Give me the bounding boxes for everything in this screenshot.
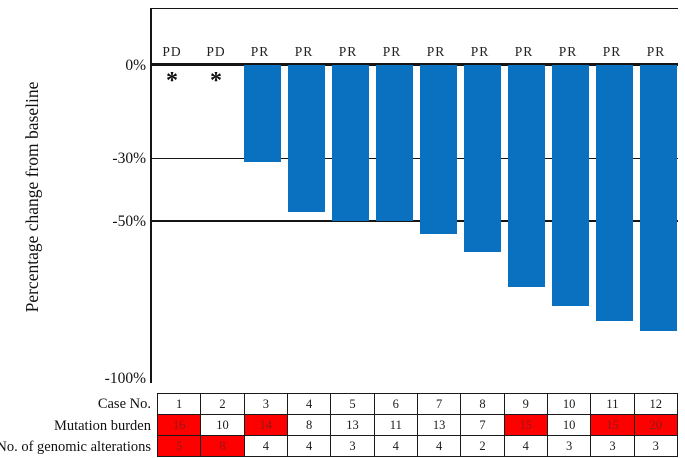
data-table: 1 2 3 4 5 6 7 8 9 10 11 12 16 10 14 8 13 11 13 7 15 10 15 20 5 8 4… (156, 393, 679, 457)
table-cell: 2 (200, 393, 245, 415)
bar-case-5 (331, 65, 369, 221)
not-evaluable-marker-case-1: * (166, 68, 178, 94)
table-cell: 12 (633, 393, 679, 415)
bar-case-12 (639, 65, 677, 331)
response-label-case-2: PD (206, 44, 226, 59)
table-cell: 13 (416, 414, 462, 436)
table-cell: 20 (633, 414, 679, 436)
table-cell: 15 (503, 414, 548, 436)
plot-area (150, 8, 678, 383)
bar-case-3 (243, 65, 281, 162)
gridline--50pct (152, 220, 678, 222)
table-cell: 4 (373, 435, 418, 457)
table-cell: 4 (416, 435, 462, 457)
table-cell: 11 (590, 393, 635, 415)
table-cell: 3 (546, 435, 592, 457)
table-cell: 10 (200, 414, 245, 436)
response-label-case-1: PD (162, 44, 182, 59)
table-cell: 5 (156, 435, 202, 457)
table-cell: 8 (200, 435, 245, 457)
table-cell: 7 (460, 414, 505, 436)
response-label-case-11: PR (602, 44, 622, 59)
table-row-label: Mutation burden (53, 417, 151, 434)
response-label-case-6: PR (382, 44, 402, 59)
table-cell: 5 (330, 393, 375, 415)
table-cell: 3 (330, 435, 375, 457)
table-row: 1 2 3 4 5 6 7 8 9 10 11 12 (156, 393, 679, 415)
table-cell: 9 (503, 393, 548, 415)
bar-case-6 (375, 65, 413, 221)
table-cell: 3 (590, 435, 635, 457)
table-row-label: No. of genomic alterations (0, 439, 151, 456)
table-cell: 4 (503, 435, 548, 457)
table-cell: 10 (546, 393, 592, 415)
table-cell: 4 (286, 393, 332, 415)
not-evaluable-marker-case-2: * (210, 68, 222, 94)
table-row-label: Case No. (97, 396, 151, 412)
table-cell: 6 (373, 393, 418, 415)
gridline-0pct (152, 63, 678, 66)
response-label-case-12: PR (646, 44, 666, 59)
table-cell: 3 (633, 435, 679, 457)
bar-case-7 (419, 65, 457, 234)
table-cell: 7 (416, 393, 462, 415)
gridline--30pct (152, 157, 678, 159)
bar-case-4 (287, 65, 325, 212)
table-cell: 2 (460, 435, 505, 457)
table-cell: 14 (243, 414, 288, 436)
response-label-case-7: PR (426, 44, 446, 59)
y-axis-label: Percentage change from baseline (22, 81, 42, 313)
table-cell: 13 (330, 414, 375, 436)
bar-case-9 (507, 65, 545, 287)
table-cell: 15 (590, 414, 635, 436)
table-cell: 4 (286, 435, 332, 457)
y-tick-label-0: 0% (125, 56, 146, 74)
table-cell: 8 (286, 414, 332, 436)
table-cell: 1 (156, 393, 202, 415)
table-cell: 11 (373, 414, 418, 436)
response-label-case-10: PR (558, 44, 578, 59)
response-label-case-4: PR (294, 44, 314, 59)
table-cell: 8 (460, 393, 505, 415)
response-label-case-8: PR (470, 44, 490, 59)
bar-case-11 (595, 65, 633, 322)
response-label-case-3: PR (250, 44, 270, 59)
bar-case-8 (463, 65, 501, 253)
response-label-case-9: PR (514, 44, 534, 59)
response-label-case-5: PR (338, 44, 358, 59)
table-cell: 4 (243, 435, 288, 457)
y-tick-label--30: -30% (112, 150, 146, 168)
bar-case-10 (551, 65, 589, 306)
table-row: 16 10 14 8 13 11 13 7 15 10 15 20 (156, 414, 679, 436)
y-tick-label--50: -50% (112, 213, 146, 230)
table-cell: 16 (156, 414, 202, 436)
y-tick-label--100: -100% (104, 369, 146, 387)
table-cell: 3 (243, 393, 288, 415)
table-cell: 10 (546, 414, 592, 436)
